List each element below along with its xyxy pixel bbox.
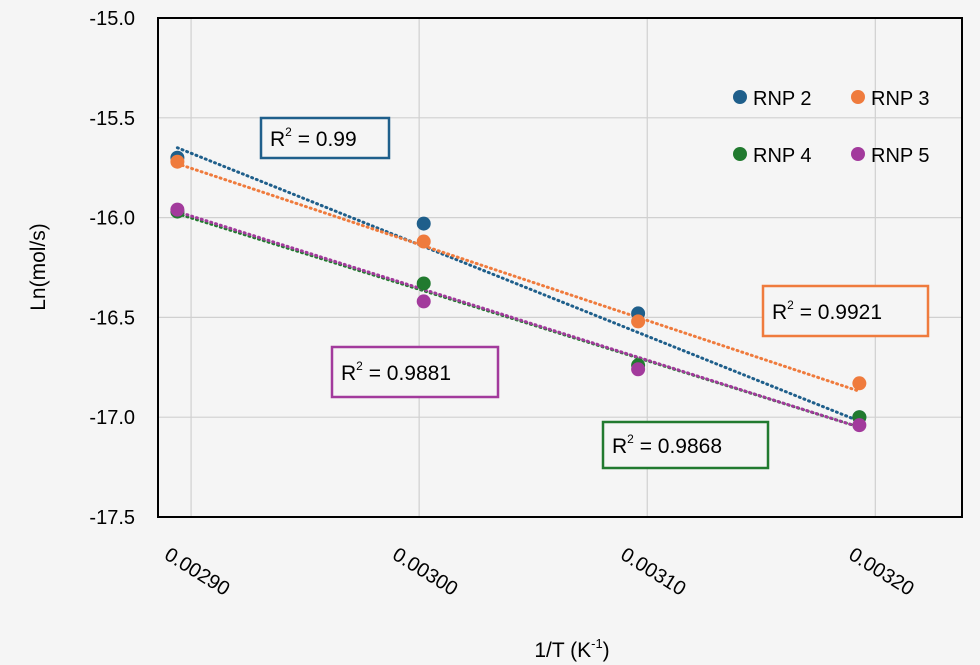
data-point <box>631 314 646 329</box>
trendline <box>175 162 861 393</box>
data-point <box>416 216 431 231</box>
r-squared-box <box>259 116 391 160</box>
y-axis-label: Ln(mol/s) <box>27 223 50 311</box>
y-tick-label: -17.0 <box>89 407 135 429</box>
r-squared-box <box>761 284 930 338</box>
y-tick-label: -15.5 <box>89 108 135 130</box>
y-tick-label: -16.5 <box>89 307 135 329</box>
x-axis-label-main: 1/T (K <box>534 639 591 662</box>
trendline <box>175 146 861 423</box>
data-point <box>852 418 867 433</box>
y-tick-label: -15.0 <box>89 8 135 30</box>
r-squared-label: R2 = 0.9921 <box>772 298 882 324</box>
trendlines <box>175 146 861 429</box>
data-point <box>416 276 431 291</box>
x-axis-label: 1/T (K-1) <box>534 636 609 662</box>
x-axis-label-close: ) <box>603 639 610 662</box>
data-point <box>416 234 431 249</box>
r-squared-labels: R2 = 0.99 R2 = 0.9921 R2 = 0.9868 R2 = 0.98… <box>259 116 930 470</box>
r-squared-label: R2 = 0.9868 <box>612 432 722 458</box>
x-axis-label-superscript: -1 <box>591 636 603 651</box>
legend-marker <box>733 147 747 161</box>
r-squared-box <box>330 345 500 399</box>
y-axis-ticks: -15.0 -15.5 -16.0 -16.5 -17.0 -17.5 <box>89 8 135 529</box>
data-point <box>170 202 185 217</box>
legend-marker <box>851 147 865 161</box>
y-tick-label: -16.0 <box>89 208 135 230</box>
legend: RNP 2 RNP 3 RNP 4 RNP 5 <box>733 88 930 167</box>
legend-marker <box>733 90 747 104</box>
data-point <box>631 362 646 377</box>
legend-label: RNP 5 <box>871 145 930 167</box>
trendline <box>175 210 861 429</box>
legend-label: RNP 2 <box>753 88 812 110</box>
y-tick-label: -17.5 <box>89 507 135 529</box>
r-squared-box <box>601 420 770 470</box>
legend-marker <box>851 90 865 104</box>
r-squared-label: R2 = 0.99 <box>270 125 357 151</box>
plot-area-border <box>157 17 963 518</box>
legend-label: RNP 4 <box>753 145 812 167</box>
data-points <box>170 150 867 433</box>
legend-label: RNP 3 <box>871 88 930 110</box>
data-point <box>416 294 431 309</box>
data-point <box>852 376 867 391</box>
r-squared-label: R2 = 0.9881 <box>341 359 451 385</box>
data-point <box>170 154 185 169</box>
